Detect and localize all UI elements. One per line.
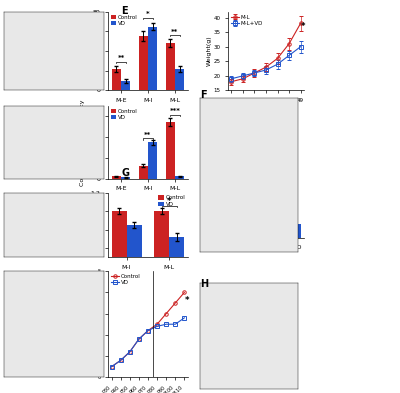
Text: **: ** xyxy=(171,29,178,35)
Bar xyxy=(121,177,130,179)
Text: F: F xyxy=(200,90,207,100)
Control xyxy=(109,364,114,369)
Bar xyxy=(112,69,121,90)
VD xyxy=(128,349,132,354)
Text: E: E xyxy=(122,6,128,15)
Text: **: ** xyxy=(118,55,125,61)
Y-axis label: Colony Formation
Efficiency(%): Colony Formation Efficiency(%) xyxy=(80,23,91,79)
Bar xyxy=(138,37,148,90)
Control xyxy=(136,337,141,342)
Bar xyxy=(278,224,300,238)
Bar xyxy=(154,211,169,304)
Text: *: * xyxy=(264,173,268,182)
Bar xyxy=(232,189,254,238)
Line: VD: VD xyxy=(110,316,186,368)
Text: H: H xyxy=(200,279,208,289)
Control xyxy=(155,322,160,327)
Control xyxy=(173,301,178,305)
Text: G: G xyxy=(122,168,130,178)
Legend: Control, VD: Control, VD xyxy=(111,15,138,26)
X-axis label: Time(days): Time(days) xyxy=(248,105,284,109)
Bar xyxy=(127,225,142,304)
Bar xyxy=(138,166,148,179)
Control xyxy=(128,349,132,354)
Bar xyxy=(175,176,184,179)
Legend: Control, VD: Control, VD xyxy=(111,274,140,285)
Y-axis label: OD(365nm): OD(365nm) xyxy=(91,306,96,342)
VD xyxy=(136,337,141,342)
Legend: Control, VD: Control, VD xyxy=(111,109,138,120)
Bar xyxy=(166,122,175,179)
VD xyxy=(109,364,114,369)
Bar xyxy=(175,69,184,90)
Y-axis label: Colony formation efficiency
in soft agar(%): Colony formation efficiency in soft agar… xyxy=(80,99,91,186)
Bar xyxy=(121,81,130,90)
Bar xyxy=(112,211,127,304)
Control xyxy=(146,328,150,333)
VD xyxy=(146,328,150,333)
Bar xyxy=(166,43,175,90)
Y-axis label: Migration Index: Migration Index xyxy=(84,200,89,250)
VD xyxy=(118,358,123,363)
Bar xyxy=(112,176,121,179)
VD xyxy=(182,316,187,320)
Text: *: * xyxy=(300,22,305,31)
Y-axis label: Weight(g): Weight(g) xyxy=(207,36,212,66)
Y-axis label: Tumor weight(g): Tumor weight(g) xyxy=(210,180,215,231)
Control xyxy=(164,311,168,316)
Text: *: * xyxy=(184,296,189,305)
Control xyxy=(182,290,187,295)
Text: *: * xyxy=(167,197,172,206)
Bar xyxy=(148,142,158,179)
Text: ***: *** xyxy=(170,108,180,114)
Legend: M-L, M-L+VD: M-L, M-L+VD xyxy=(231,15,263,26)
Text: **: ** xyxy=(144,132,152,138)
VD xyxy=(155,324,160,329)
Bar xyxy=(169,237,184,304)
VD xyxy=(173,322,178,327)
Text: *: * xyxy=(146,11,150,17)
Control xyxy=(118,358,123,363)
VD xyxy=(164,322,168,327)
Line: Control: Control xyxy=(110,291,186,368)
Legend: Control, VD: Control, VD xyxy=(158,195,185,207)
Bar xyxy=(148,27,158,90)
